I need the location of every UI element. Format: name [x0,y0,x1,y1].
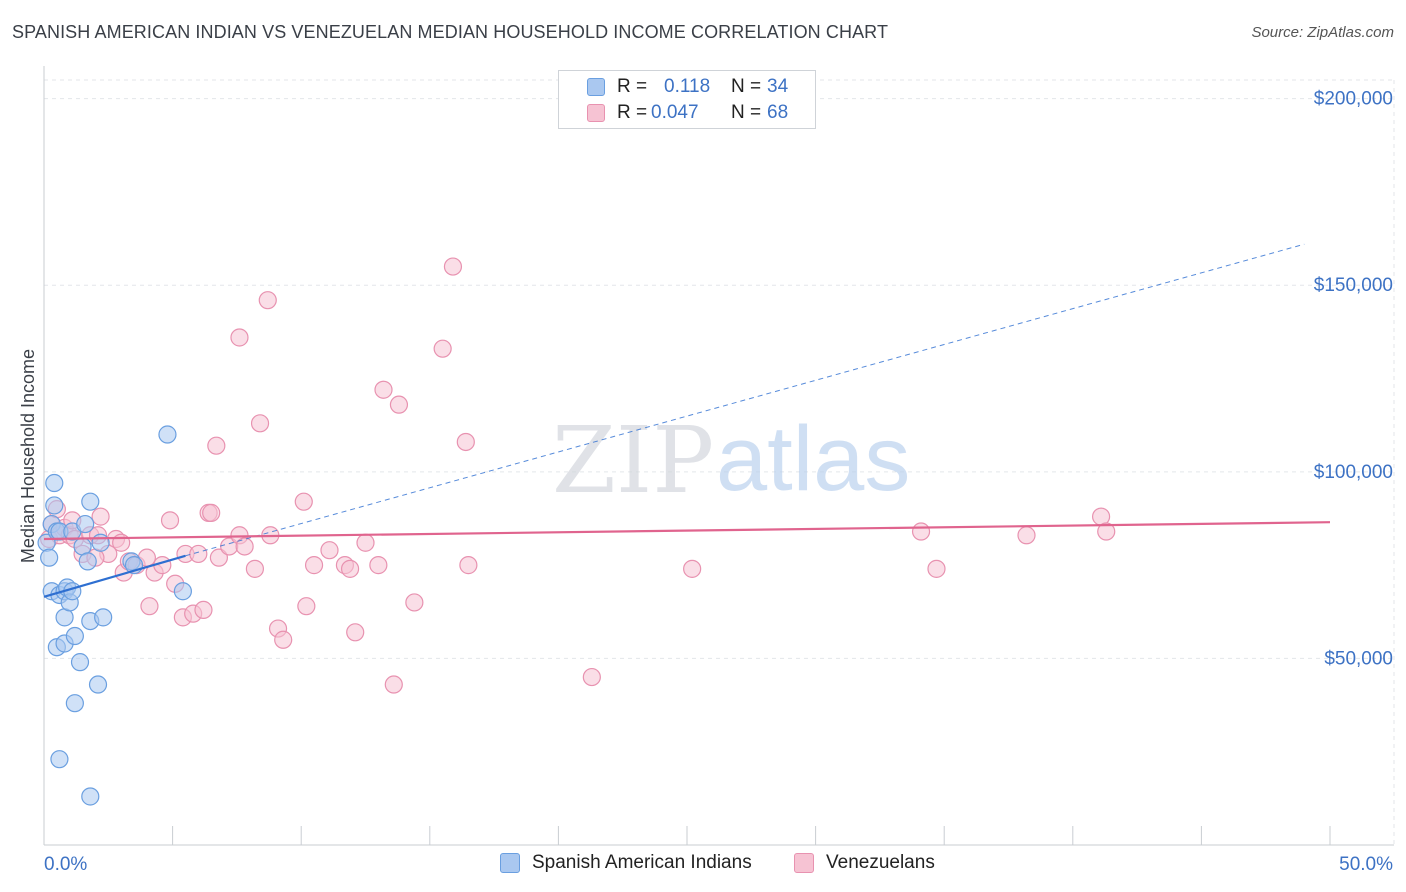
spanish-american-indian-point [81,492,100,511]
venezuelan-point [456,432,475,452]
spanish-american-indian-point [40,548,59,567]
trend-line-extension [185,243,1305,557]
legend-r-label: R = [617,102,648,123]
venezuelan-point [258,291,277,310]
watermark-zip: ZIP [552,407,714,514]
venezuelan-point [459,556,478,575]
venezuelan-point [346,623,365,642]
spanish-american-indian-point [45,496,64,515]
venezuelan-point [320,541,339,560]
venezuelan-point [356,533,375,552]
y-tick-label: $50,000 [1324,648,1393,669]
legend-n-value: 34 [767,76,789,97]
venezuelan-point [297,597,316,616]
spanish-american-indian-point [94,608,113,627]
venezuelan-point [389,395,409,414]
x-tick-label: 0.0% [44,854,87,875]
chart-title: SPANISH AMERICAN INDIAN VS VENEZUELAN ME… [12,22,889,42]
venezuelan-point [1097,522,1116,541]
venezuelan-point [405,593,424,612]
venezuelan-point [274,630,293,649]
venezuelan-point [250,414,270,433]
series-label: Venezuelans [826,852,935,873]
venezuelan-point [207,436,226,455]
trend-line-venezuelans [43,521,1331,541]
venezuelan-point [112,533,131,552]
x-tick-label: 50.0% [1339,854,1393,875]
venezuelan-point [433,339,452,358]
venezuelan-point [235,537,254,556]
venezuelan-point [927,559,946,578]
venezuelan-point [202,503,221,522]
spanish-american-indian-point [76,514,95,534]
legend-n-label: N = [731,102,762,123]
y-tick-label: $200,000 [1314,89,1393,110]
venezuelan-point [683,559,702,578]
correlation-legend: R = 0.118 N = 34 R = 0.047 N = 68 [558,70,816,129]
venezuelan-point [91,507,110,526]
venezuelan-point [140,597,159,616]
legend-r-label: R = [617,76,648,97]
venezuelan-point [443,257,463,276]
legend-swatch-blue [587,78,605,96]
trend-lines [43,243,1331,598]
spanish-american-indian-point [65,694,84,713]
legend-n-value: 68 [767,102,789,123]
venezuelan-point [160,511,180,530]
series-swatch-blue [500,853,520,873]
spanish-american-indians-points [37,425,192,806]
venezuelan-point [369,556,388,575]
y-tick-label: $100,000 [1314,462,1393,483]
venezuelan-point [911,522,931,541]
spanish-american-indian-point [70,653,90,672]
spanish-american-indian-point [65,626,84,646]
spanish-american-indian-point [78,552,97,571]
legend-n-label: N = [731,76,762,97]
x-tick-labels: 0.0% 50.0% [44,854,1393,875]
venezuelan-point [245,559,265,578]
spanish-american-indian-point [50,750,69,769]
legend-r-value: 0.047 [651,102,699,123]
venezuelan-point [294,492,313,511]
spanish-american-indian-point [88,675,108,694]
venezuelan-point [194,600,213,620]
trend-line-spanish-american-indians [43,554,186,598]
legend-r-value: 0.118 [664,76,711,97]
series-swatch-pink [794,853,814,873]
y-tick-label: $150,000 [1314,275,1393,296]
venezuelan-point [374,380,393,399]
legend-swatch-pink [587,104,605,122]
venezuelan-point [209,548,228,567]
venezuelan-point [230,328,249,347]
y-axis-label: Median Household Income [18,349,38,563]
spanish-american-indian-point [91,533,110,552]
series-label: Spanish American Indians [532,852,752,873]
y-tick-labels: $50,000 $100,000 $150,000 $200,000 [1314,89,1393,670]
venezuelan-point [340,559,360,578]
spanish-american-indian-point [45,473,64,493]
axes [43,66,1394,846]
venezuelan-point [582,667,601,687]
venezuelan-point [1017,526,1036,545]
source-label: Source: ZipAtlas.com [1251,24,1394,41]
watermark-atlas: atlas [716,408,910,510]
venezuelan-point [384,675,403,694]
spanish-american-indian-point [173,582,192,601]
venezuelan-point [189,544,208,564]
spanish-american-indian-point [158,425,177,444]
spanish-american-indian-point [81,787,100,806]
venezuelan-point [304,556,324,575]
